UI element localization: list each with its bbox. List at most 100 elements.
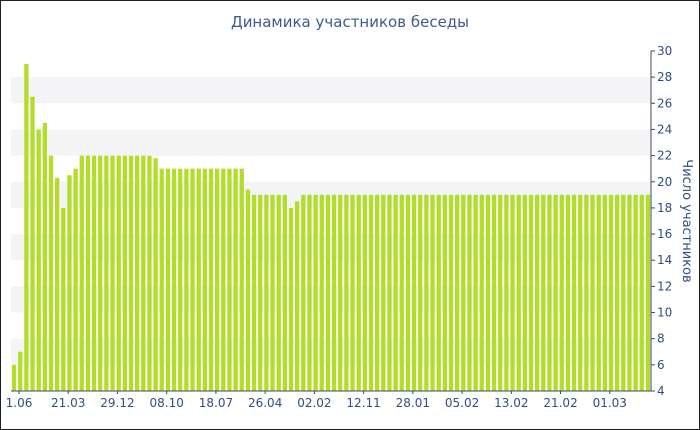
y-tick-label: 10 xyxy=(657,306,672,320)
bar xyxy=(18,351,23,391)
y-tick-label: 12 xyxy=(657,279,672,293)
bar xyxy=(91,155,97,391)
bar xyxy=(455,194,460,391)
y-tick-label: 20 xyxy=(657,175,672,189)
bar xyxy=(325,194,331,391)
bar xyxy=(424,194,429,391)
bar xyxy=(11,364,17,391)
bar xyxy=(596,194,601,391)
bar xyxy=(171,168,177,391)
bar xyxy=(122,155,127,391)
bar xyxy=(522,194,527,391)
bar xyxy=(418,194,423,391)
bar xyxy=(313,194,318,391)
bar xyxy=(288,207,294,391)
bar xyxy=(85,155,91,391)
bar xyxy=(553,194,558,391)
bar xyxy=(639,194,644,391)
bar xyxy=(104,155,109,391)
bar xyxy=(233,168,238,391)
y-tick-label: 8 xyxy=(657,332,665,346)
y-tick-label: 6 xyxy=(657,358,665,372)
bar xyxy=(479,194,484,391)
bar xyxy=(42,122,47,392)
bar xyxy=(208,168,214,391)
bar xyxy=(368,194,374,391)
bar xyxy=(411,194,417,391)
x-tick-label: 05.02 xyxy=(445,396,479,410)
bar xyxy=(55,177,60,391)
y-tick-label: 4 xyxy=(657,384,665,398)
bar xyxy=(30,96,35,392)
bar xyxy=(178,168,183,391)
x-tick-label: 26.04 xyxy=(248,396,282,410)
bar xyxy=(73,168,78,391)
x-tick-label: 21.02 xyxy=(543,396,577,410)
bar xyxy=(319,194,324,391)
bar xyxy=(251,194,257,391)
bar xyxy=(473,194,478,391)
y-tick-label: 22 xyxy=(657,149,672,163)
bar xyxy=(61,207,66,391)
bar xyxy=(202,168,207,391)
x-tick-label: 18.07 xyxy=(199,396,233,410)
x-tick-label: 13.02 xyxy=(494,396,528,410)
bar xyxy=(362,194,367,391)
bar xyxy=(116,155,121,391)
bar xyxy=(184,168,189,391)
bar xyxy=(535,194,540,391)
bar xyxy=(147,155,152,391)
bar xyxy=(215,168,220,391)
x-tick-label: 01.03 xyxy=(593,396,627,410)
bar xyxy=(516,194,521,391)
bar xyxy=(258,194,263,391)
y-tick-label: 28 xyxy=(657,70,672,84)
bar xyxy=(387,194,392,391)
bar xyxy=(141,155,146,391)
bar xyxy=(98,155,103,391)
bar xyxy=(491,194,497,391)
bar xyxy=(541,194,546,391)
x-tick-label: 1.06 xyxy=(6,396,33,410)
bar xyxy=(571,194,577,391)
bar xyxy=(331,194,337,391)
bar xyxy=(627,194,632,391)
bar xyxy=(621,194,626,391)
bar xyxy=(565,194,571,391)
bar xyxy=(608,194,614,391)
bar xyxy=(270,194,275,391)
bar xyxy=(239,168,244,391)
bar xyxy=(485,194,491,391)
bar xyxy=(165,168,171,391)
bar xyxy=(159,168,164,391)
bar xyxy=(221,168,226,391)
bar xyxy=(467,194,472,391)
bar xyxy=(67,175,72,391)
bar xyxy=(645,194,651,391)
bar xyxy=(135,155,140,391)
bar xyxy=(436,194,441,391)
bar xyxy=(405,194,411,391)
y-tick-label: 18 xyxy=(657,201,672,215)
bar xyxy=(196,168,201,391)
grid-band xyxy=(11,77,651,104)
bar xyxy=(448,194,454,391)
y-tick-label: 24 xyxy=(657,122,672,136)
x-tick-label: 08.10 xyxy=(150,396,184,410)
bar xyxy=(498,194,503,391)
x-tick-label: 28.01 xyxy=(396,396,430,410)
bar xyxy=(356,194,361,391)
bar xyxy=(584,194,589,391)
bar xyxy=(276,194,281,391)
x-tick-label: 02.02 xyxy=(297,396,331,410)
bar xyxy=(24,64,29,391)
bar xyxy=(79,155,84,391)
bar xyxy=(510,194,515,391)
y-tick-label: 14 xyxy=(657,253,672,267)
bar xyxy=(338,194,343,391)
bar xyxy=(602,194,607,391)
bar xyxy=(128,155,134,391)
bar xyxy=(430,194,435,391)
